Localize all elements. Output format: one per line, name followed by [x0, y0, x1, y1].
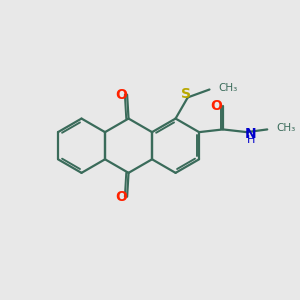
Text: S: S	[182, 87, 191, 101]
Text: O: O	[115, 190, 127, 204]
Text: CH₃: CH₃	[219, 83, 238, 93]
Text: O: O	[211, 99, 223, 113]
Text: CH₃: CH₃	[276, 123, 296, 133]
Text: O: O	[115, 88, 127, 102]
Text: N: N	[245, 127, 256, 141]
Text: H: H	[246, 135, 255, 145]
